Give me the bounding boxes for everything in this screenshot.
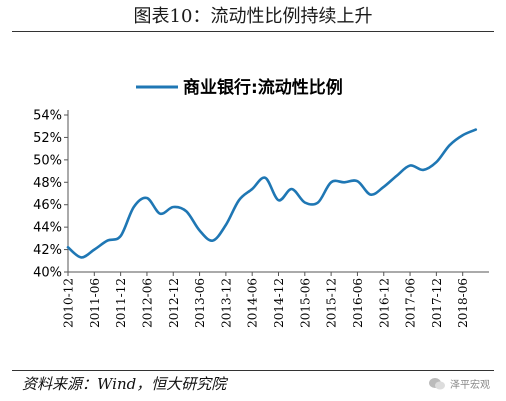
- x-tick-label: 2013-06: [193, 278, 207, 328]
- x-tick-label: 2011-12: [114, 278, 128, 328]
- bottom-divider: [12, 370, 494, 371]
- x-tick-label: 2018-06: [456, 278, 470, 328]
- x-tick-label: 2012-06: [140, 278, 154, 328]
- y-tick-label: 54%: [33, 109, 62, 124]
- x-tick-label: 2010-12: [62, 278, 76, 328]
- x-tick-label: 2017-06: [404, 278, 418, 328]
- chat-bubble-icon: [429, 377, 445, 389]
- y-tick-label: 48%: [33, 176, 62, 191]
- y-tick-label: 42%: [33, 243, 62, 258]
- watermark-text: 泽平宏观: [450, 380, 490, 391]
- y-tick-label: 46%: [33, 198, 62, 213]
- watermark: 泽平宏观: [428, 376, 490, 391]
- x-tick-label: 2015-06: [298, 278, 312, 328]
- x-tick-label: 2011-06: [88, 278, 102, 328]
- top-divider: [12, 31, 494, 32]
- legend-label: 商业银行:流动性比例: [183, 77, 343, 98]
- y-tick-label: 40%: [33, 266, 62, 281]
- x-tick-label: 2014-06: [246, 278, 260, 328]
- y-tick-label: 50%: [33, 153, 62, 168]
- x-tick-label: 2014-12: [272, 278, 286, 328]
- x-tick-label: 2016-06: [351, 278, 365, 328]
- y-tick-label: 44%: [33, 221, 62, 236]
- y-tick-label: 52%: [33, 131, 62, 146]
- x-tick-label: 2016-12: [377, 278, 391, 328]
- series-line: [66, 128, 478, 259]
- figure-title: 图表10：流动性比例持续上升: [133, 6, 373, 27]
- x-tick-label: 2012-12: [167, 278, 181, 328]
- x-tick-label: 2013-12: [219, 278, 233, 328]
- source-note: 资料来源：Wind，恒大研究院: [22, 375, 227, 393]
- x-tick-label: 2017-12: [430, 278, 444, 328]
- x-tick-label: 2015-12: [325, 278, 339, 328]
- figure-title-band: 图表10：流动性比例持续上升: [0, 0, 506, 30]
